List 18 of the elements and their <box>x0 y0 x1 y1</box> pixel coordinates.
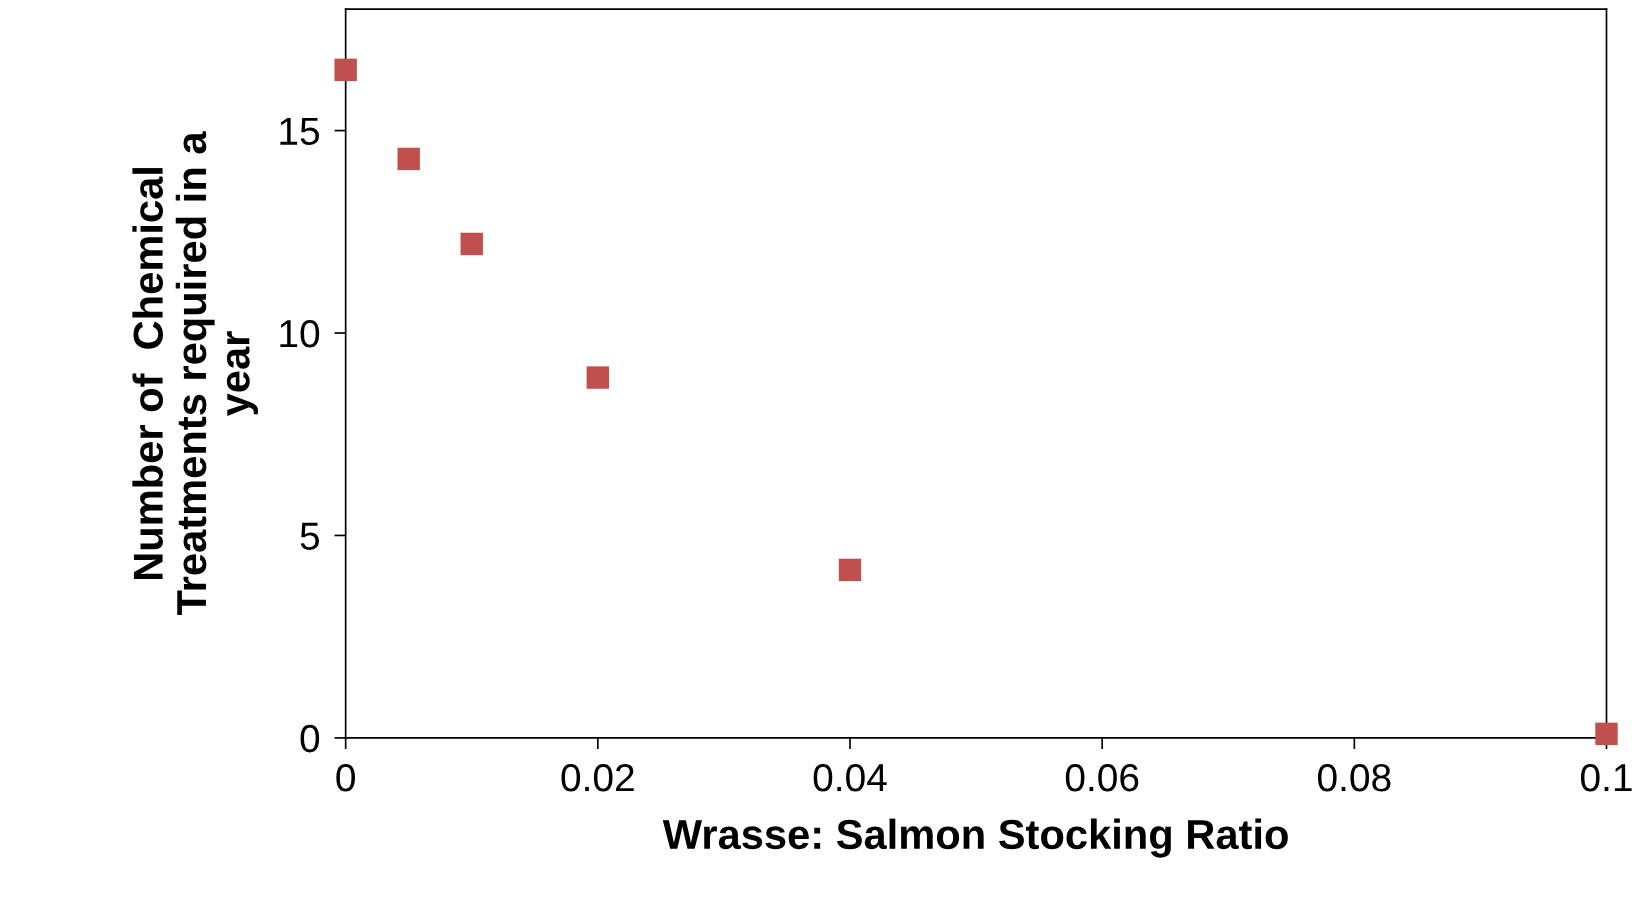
y-tick-label: 5 <box>300 522 320 550</box>
y-tick-label: 15 <box>280 117 320 146</box>
point <box>1595 722 1618 746</box>
x-axis-title: Wrasse: Salmon Stocking Ratio <box>662 818 1288 858</box>
y-tick-label: 10 <box>280 319 320 348</box>
x-tick-label: 0.04 <box>813 763 887 792</box>
y-tick-label: 0 <box>300 724 320 753</box>
x-tick-label: 0.1 <box>1580 763 1632 792</box>
x-tick-label: 0.02 <box>561 763 634 792</box>
point <box>586 366 610 389</box>
point <box>460 232 483 256</box>
x-tick-label: 0 <box>336 763 355 792</box>
x-tick-label: 0.08 <box>1318 763 1391 792</box>
y-axis-title: Number of Chemical Treatments required in a year <box>132 131 258 615</box>
x-tick-label: 0.06 <box>1065 763 1139 792</box>
point <box>838 558 862 582</box>
point <box>334 58 357 82</box>
point <box>397 147 420 171</box>
